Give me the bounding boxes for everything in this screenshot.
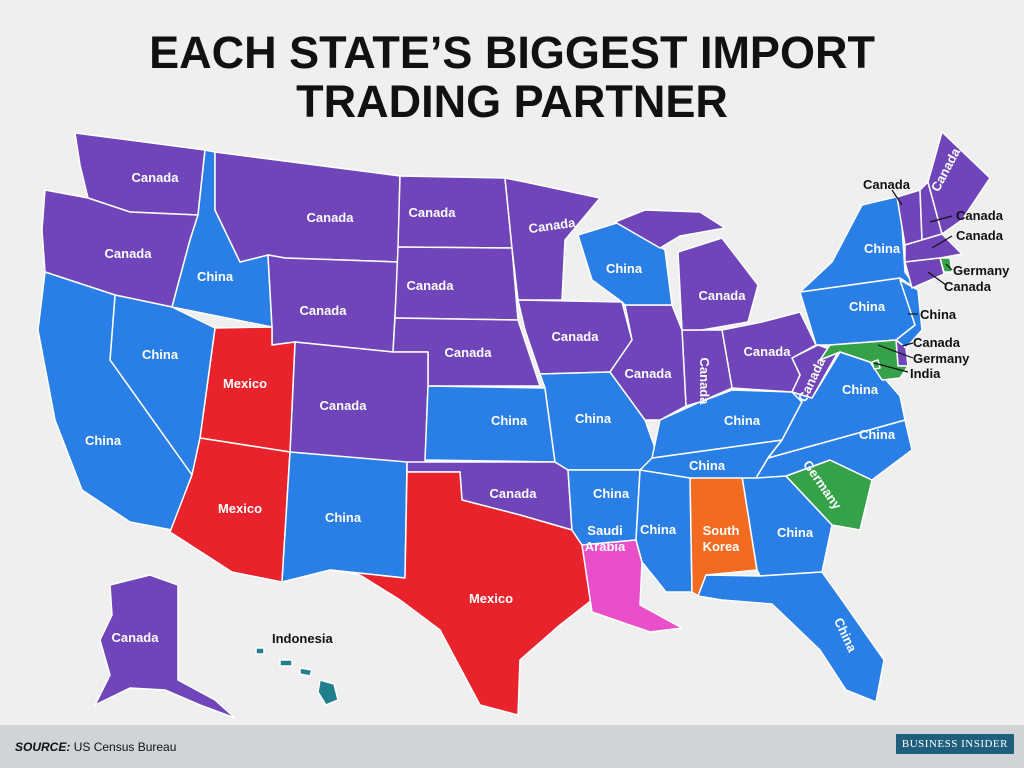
label-ms: China — [640, 522, 677, 537]
label-vt: Canada — [863, 177, 911, 192]
title-line-2: TRADING PARTNER — [296, 76, 728, 127]
label-ak: Canada — [112, 630, 160, 645]
source-label: SOURCE: — [15, 740, 71, 754]
label-in: Canada — [697, 358, 712, 406]
label-la-1: Saudi — [587, 523, 622, 538]
label-mt: Canada — [307, 210, 355, 225]
label-nd: Canada — [409, 205, 457, 220]
callout-line — [877, 344, 914, 359]
label-id: China — [197, 269, 234, 284]
label-ny: China — [864, 241, 901, 256]
callout-line — [927, 271, 947, 286]
state-ca — [37, 271, 193, 531]
label-oh: Canada — [744, 344, 792, 359]
state-fl — [697, 571, 885, 703]
label-al-2: Korea — [703, 539, 741, 554]
state-ct — [904, 257, 945, 289]
source-credit: SOURCE: US Census Bureau — [15, 740, 176, 754]
callout-line — [873, 362, 909, 373]
state-nc — [755, 419, 913, 481]
label-nm: China — [325, 510, 362, 525]
state-hi-4 — [317, 679, 339, 706]
label-ok: Canada — [490, 486, 538, 501]
label-sd: Canada — [407, 278, 455, 293]
state-hi-2 — [279, 659, 293, 667]
state-oh — [721, 311, 817, 393]
state-tx — [329, 471, 593, 716]
title-line-1: EACH STATE’S BIGGEST IMPORT — [149, 27, 875, 78]
label-ky: China — [724, 413, 761, 428]
label-ar: China — [593, 486, 630, 501]
state-il — [609, 304, 687, 421]
label-wy: Canada — [300, 303, 348, 318]
label-pa: China — [849, 299, 886, 314]
label-wi: China — [606, 261, 643, 276]
state-me — [927, 131, 991, 235]
label-va: China — [842, 382, 879, 397]
label-de: Canada — [913, 335, 961, 350]
label-ga: China — [777, 525, 814, 540]
label-ma: Canada — [956, 228, 1004, 243]
label-dc: India — [910, 366, 941, 381]
label-az: Mexico — [218, 501, 262, 516]
label-wa: Canada — [132, 170, 180, 185]
callout-line — [891, 189, 903, 206]
state-mi-upper — [614, 209, 726, 249]
state-hi-1 — [255, 647, 265, 655]
state-mi — [677, 237, 759, 331]
label-ri: Germany — [953, 263, 1010, 278]
state-mn — [504, 177, 601, 301]
label-al-1: South — [703, 523, 740, 538]
label-tn: China — [689, 458, 726, 473]
state-mt — [214, 151, 401, 263]
label-ks: China — [491, 413, 528, 428]
state-va — [767, 351, 906, 459]
state-ak — [94, 574, 236, 719]
label-nc: China — [859, 427, 896, 442]
label-nh: Canada — [956, 208, 1004, 223]
state-hi-3 — [299, 667, 313, 677]
footer: SOURCE: US Census Bureau BUSINESS INSIDE… — [0, 725, 1024, 768]
label-mn: Canada — [528, 215, 577, 236]
label-hi: Indonesia — [272, 631, 333, 646]
callout-line — [931, 235, 953, 249]
label-ct: Canada — [944, 279, 992, 294]
states — [37, 131, 991, 719]
label-ia: Canada — [552, 329, 600, 344]
business-insider-logo: BUSINESS INSIDER — [895, 734, 1014, 754]
source-text: US Census Bureau — [73, 740, 177, 754]
label-il: Canada — [625, 366, 673, 381]
label-nv: China — [142, 347, 179, 362]
label-nj: China — [920, 307, 957, 322]
label-tx: Mexico — [469, 591, 513, 606]
label-ut: Mexico — [223, 376, 267, 391]
label-ca: China — [85, 433, 122, 448]
page-title: EACH STATE’S BIGGEST IMPORT TRADING PART… — [0, 28, 1024, 126]
state-dc — [871, 359, 881, 370]
label-or: Canada — [105, 246, 153, 261]
callout-line — [901, 342, 914, 347]
state-md — [819, 339, 909, 381]
callout-lines — [873, 189, 953, 373]
callout-line — [945, 263, 953, 271]
callout-line — [929, 215, 953, 223]
state-ma — [904, 233, 963, 263]
label-md: Germany — [913, 351, 970, 366]
label-ne: Canada — [445, 345, 493, 360]
label-mi: Canada — [699, 288, 747, 303]
label-co: Canada — [320, 398, 368, 413]
label-mo: China — [575, 411, 612, 426]
us-map: Canada Canada China Canada Canada Canada… — [37, 131, 1010, 719]
label-la-2: Arabia — [585, 539, 626, 554]
